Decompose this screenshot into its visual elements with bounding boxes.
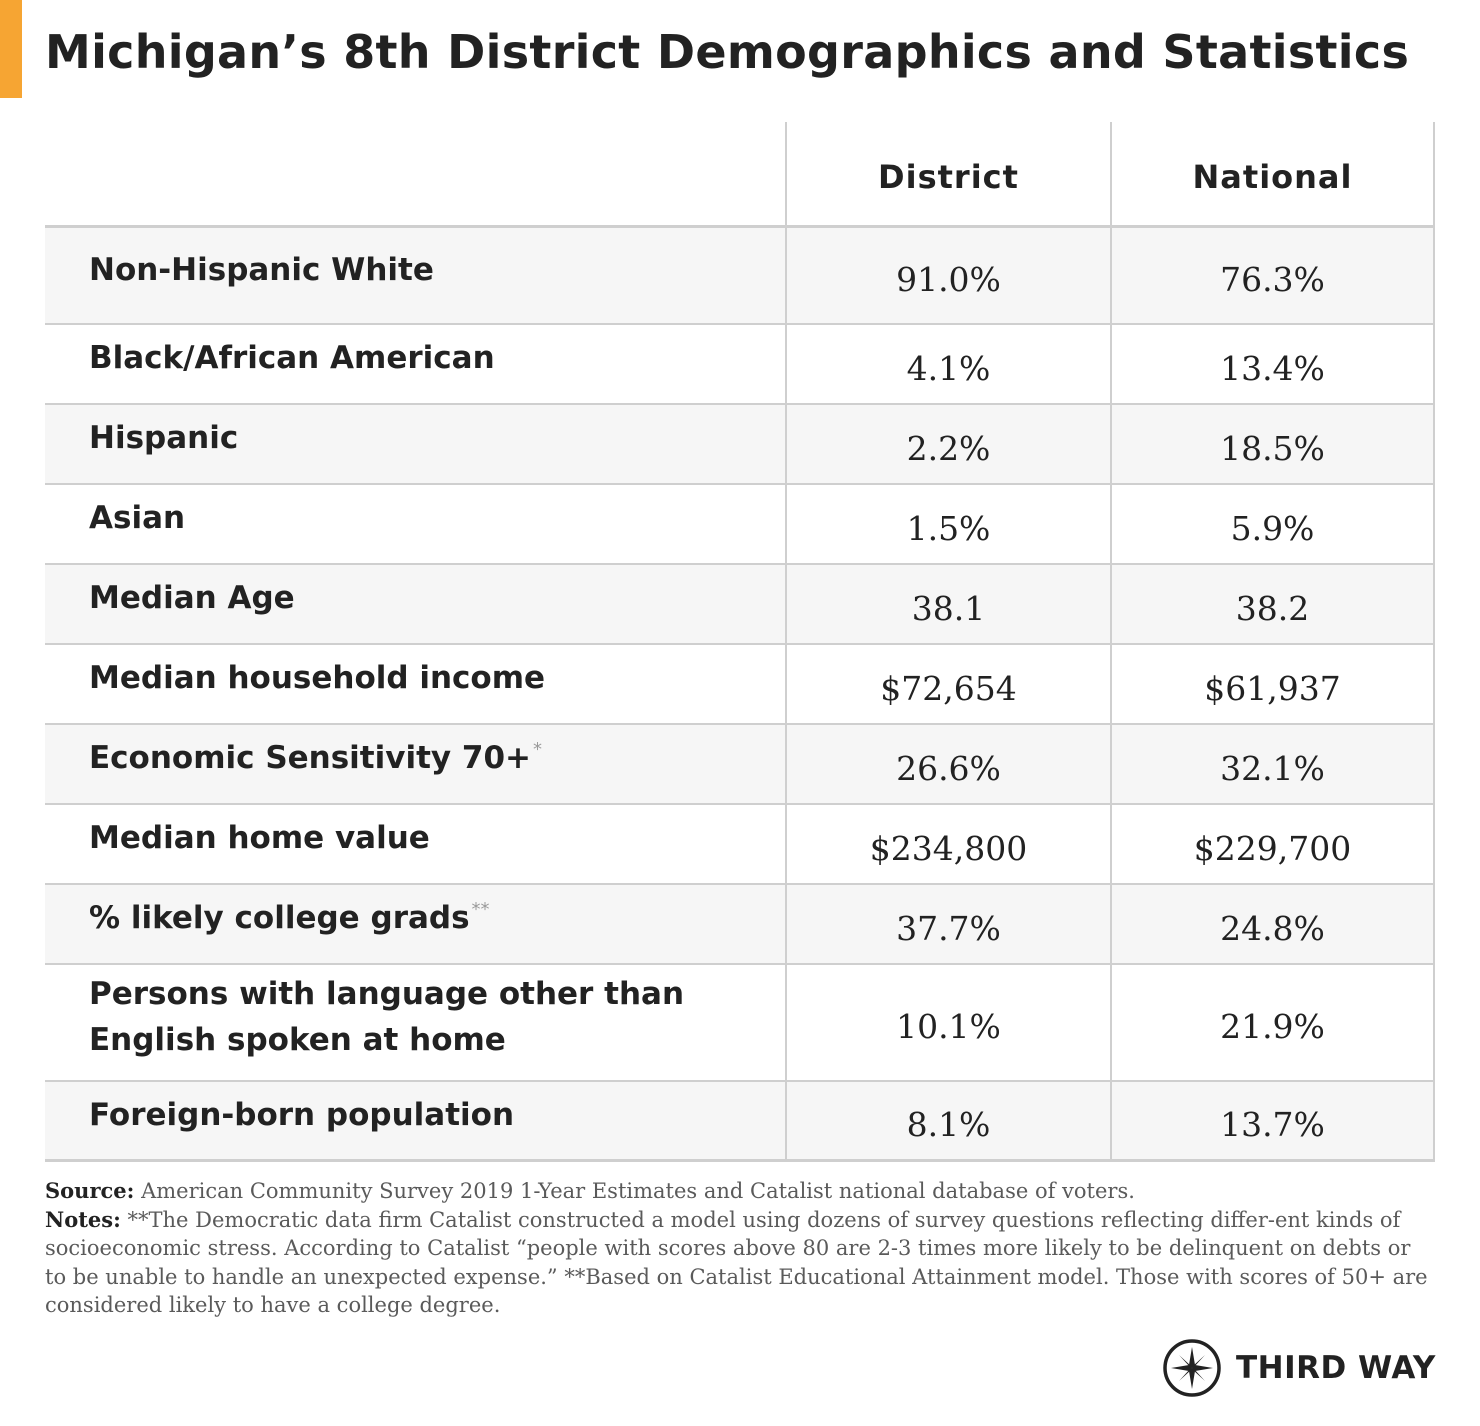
source-label: Source:	[45, 1178, 135, 1203]
row-label: Black/African American	[45, 325, 785, 403]
district-value: 4.1%	[785, 325, 1110, 403]
footnote-marker: **	[471, 899, 490, 920]
national-value: 13.7%	[1110, 1082, 1435, 1159]
stats-table: District National Non-Hispanic White 91.…	[45, 122, 1435, 1162]
row-label-text: Asian	[89, 500, 186, 536]
third-way-logo: THIRD WAY	[1162, 1338, 1436, 1398]
national-value: $61,937	[1110, 645, 1435, 723]
table-row: Non-Hispanic White 91.0% 76.3%	[45, 228, 1435, 325]
national-value: 32.1%	[1110, 725, 1435, 803]
row-label-text: Median home value	[89, 820, 430, 856]
row-label: Median Age	[45, 565, 785, 643]
district-value: 1.5%	[785, 485, 1110, 563]
national-value: 21.9%	[1110, 965, 1435, 1080]
accent-bar	[0, 0, 22, 98]
district-value: 8.1%	[785, 1082, 1110, 1159]
district-value: 91.0%	[785, 228, 1110, 323]
row-label-text: Median Age	[89, 580, 295, 616]
row-label: Persons with language other than English…	[45, 965, 785, 1080]
row-label-text: Non-Hispanic White	[89, 251, 434, 288]
table-row: Economic Sensitivity 70+ * 26.6% 32.1%	[45, 725, 1435, 805]
source-text: American Community Survey 2019 1-Year Es…	[134, 1179, 1135, 1203]
row-label: Non-Hispanic White	[45, 228, 785, 323]
table-row: Median home value $234,800 $229,700	[45, 805, 1435, 885]
row-label-text: Foreign-born population	[89, 1096, 515, 1133]
source-note: Source: American Community Survey 2019 1…	[45, 1177, 1435, 1206]
footnotes: Source: American Community Survey 2019 1…	[45, 1177, 1435, 1320]
table-row: Persons with language other than English…	[45, 965, 1435, 1082]
row-label-text: Median household income	[89, 660, 546, 696]
row-label: Hispanic	[45, 405, 785, 483]
row-label: Median household income	[45, 645, 785, 723]
district-value: 38.1	[785, 565, 1110, 643]
compass-icon	[1163, 1339, 1221, 1397]
table-row: Median Age 38.1 38.2	[45, 565, 1435, 645]
row-label-text: Persons with language other than English…	[89, 975, 685, 1058]
header-spacer	[45, 122, 785, 225]
district-value: 10.1%	[785, 965, 1110, 1080]
row-label-text: Economic Sensitivity 70+	[89, 740, 532, 776]
row-label: Median home value	[45, 805, 785, 883]
national-value: 24.8%	[1110, 885, 1435, 963]
row-label-text: % likely college grads	[89, 900, 470, 936]
national-value: 18.5%	[1110, 405, 1435, 483]
logo-text: THIRD WAY	[1236, 1350, 1436, 1386]
national-value: 5.9%	[1110, 485, 1435, 563]
row-label-text: Hispanic	[89, 420, 239, 456]
district-value: $234,800	[785, 805, 1110, 883]
table-header: District National	[45, 122, 1435, 228]
row-label: Economic Sensitivity 70+ *	[45, 725, 785, 803]
district-value: 26.6%	[785, 725, 1110, 803]
notes-label: Notes:	[45, 1206, 121, 1232]
column-header-national: National	[1110, 122, 1435, 225]
table-row: Black/African American 4.1% 13.4%	[45, 325, 1435, 405]
footnote-marker: *	[533, 739, 543, 760]
row-label: % likely college grads **	[45, 885, 785, 963]
national-value: 76.3%	[1110, 228, 1435, 323]
national-value: 13.4%	[1110, 325, 1435, 403]
row-label-text: Black/African American	[89, 340, 495, 376]
national-value: 38.2	[1110, 565, 1435, 643]
page-title: Michigan’s 8th District Demographics and…	[45, 25, 1410, 79]
row-label: Asian	[45, 485, 785, 563]
table-row: Median household income $72,654 $61,937	[45, 645, 1435, 725]
table-row: Hispanic 2.2% 18.5%	[45, 405, 1435, 485]
table-row: Foreign-born population 8.1% 13.7%	[45, 1082, 1435, 1162]
notes-text: **The Democratic data firm Catalist cons…	[45, 1207, 1428, 1318]
column-header-district: District	[785, 122, 1110, 225]
district-value: 37.7%	[785, 885, 1110, 963]
table-row: % likely college grads ** 37.7% 24.8%	[45, 885, 1435, 965]
notes-note: Notes: **The Democratic data firm Catali…	[45, 1206, 1435, 1320]
district-value: $72,654	[785, 645, 1110, 723]
national-value: $229,700	[1110, 805, 1435, 883]
district-value: 2.2%	[785, 405, 1110, 483]
table-row: Asian 1.5% 5.9%	[45, 485, 1435, 565]
row-label: Foreign-born population	[45, 1082, 785, 1159]
